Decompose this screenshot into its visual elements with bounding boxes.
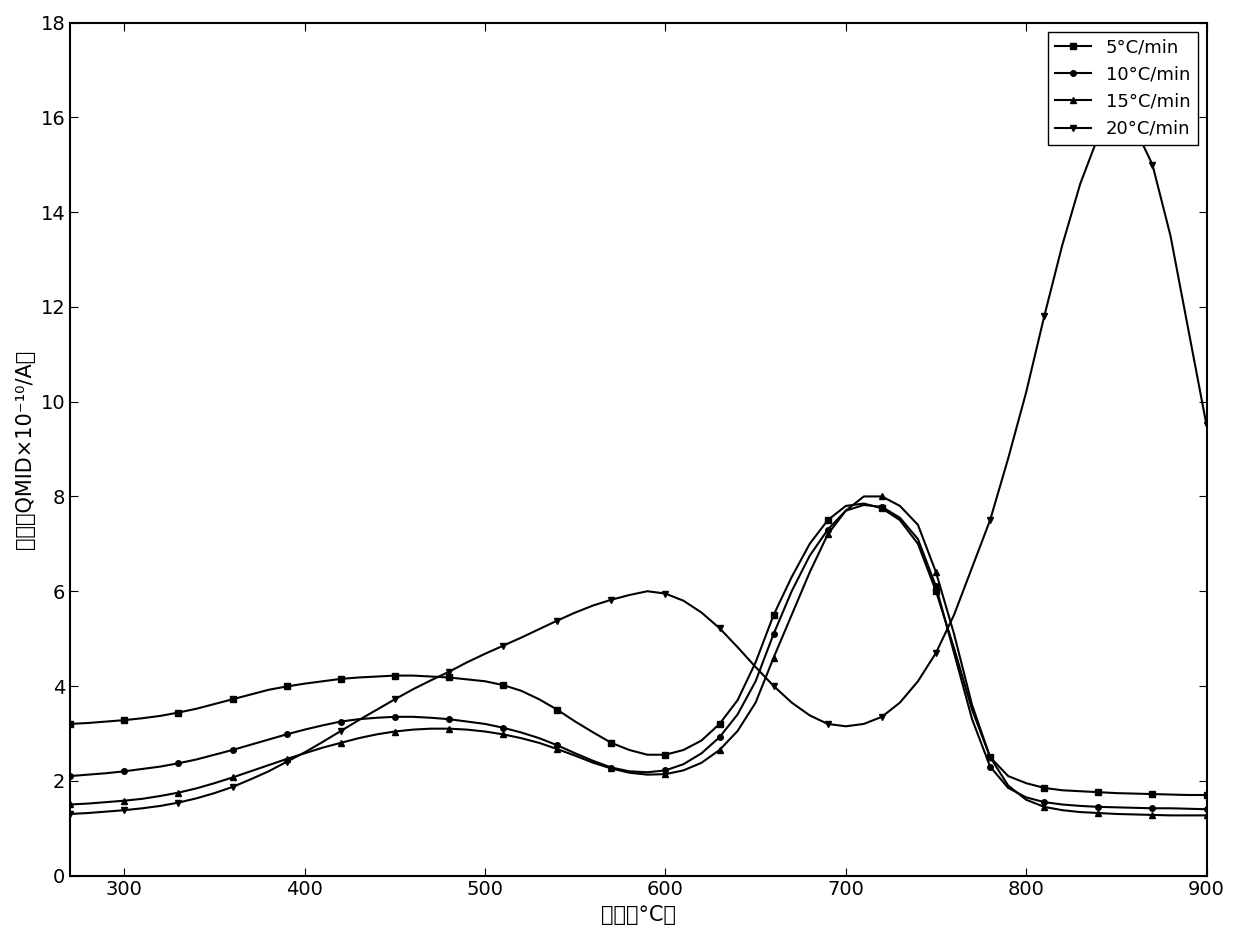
15°C/min <box>802 567 817 578</box>
10°C/min <box>857 499 872 510</box>
10°C/min <box>207 749 222 760</box>
10°C/min <box>532 732 547 744</box>
15°C/min <box>857 491 872 502</box>
10°C/min <box>694 747 709 759</box>
15°C/min <box>63 799 78 810</box>
20°C/min <box>1109 112 1123 123</box>
10°C/min <box>1199 804 1214 815</box>
15°C/min <box>784 609 799 620</box>
5°C/min <box>1180 790 1195 801</box>
Line: 20°C/min: 20°C/min <box>67 115 1209 817</box>
5°C/min <box>63 718 78 729</box>
Y-axis label: 强度（QMID×10⁻¹⁰/A）: 强度（QMID×10⁻¹⁰/A） <box>15 350 35 549</box>
15°C/min <box>207 777 222 789</box>
20°C/min <box>694 607 709 619</box>
20°C/min <box>802 710 817 721</box>
5°C/min <box>622 744 637 756</box>
5°C/min <box>207 698 222 710</box>
10°C/min <box>622 766 637 777</box>
5°C/min <box>802 539 817 550</box>
10°C/min <box>63 771 78 782</box>
5°C/min <box>1199 790 1214 801</box>
15°C/min <box>694 757 709 768</box>
Legend: 5°C/min, 10°C/min, 15°C/min, 20°C/min: 5°C/min, 10°C/min, 15°C/min, 20°C/min <box>1048 32 1198 145</box>
20°C/min <box>532 623 547 634</box>
20°C/min <box>622 589 637 601</box>
5°C/min <box>857 498 872 509</box>
Line: 10°C/min: 10°C/min <box>67 502 1209 812</box>
5°C/min <box>784 572 799 583</box>
15°C/min <box>1199 809 1214 821</box>
20°C/min <box>1199 419 1214 431</box>
10°C/min <box>784 586 799 597</box>
15°C/min <box>532 737 547 748</box>
Line: 15°C/min: 15°C/min <box>67 494 1209 818</box>
15°C/min <box>1163 809 1178 821</box>
Line: 5°C/min: 5°C/min <box>67 501 1209 798</box>
20°C/min <box>63 808 78 820</box>
20°C/min <box>207 788 222 799</box>
15°C/min <box>622 767 637 778</box>
X-axis label: 温度（°C）: 温度（°C） <box>601 905 676 925</box>
5°C/min <box>694 735 709 746</box>
20°C/min <box>784 697 799 708</box>
5°C/min <box>532 694 547 705</box>
10°C/min <box>802 550 817 561</box>
